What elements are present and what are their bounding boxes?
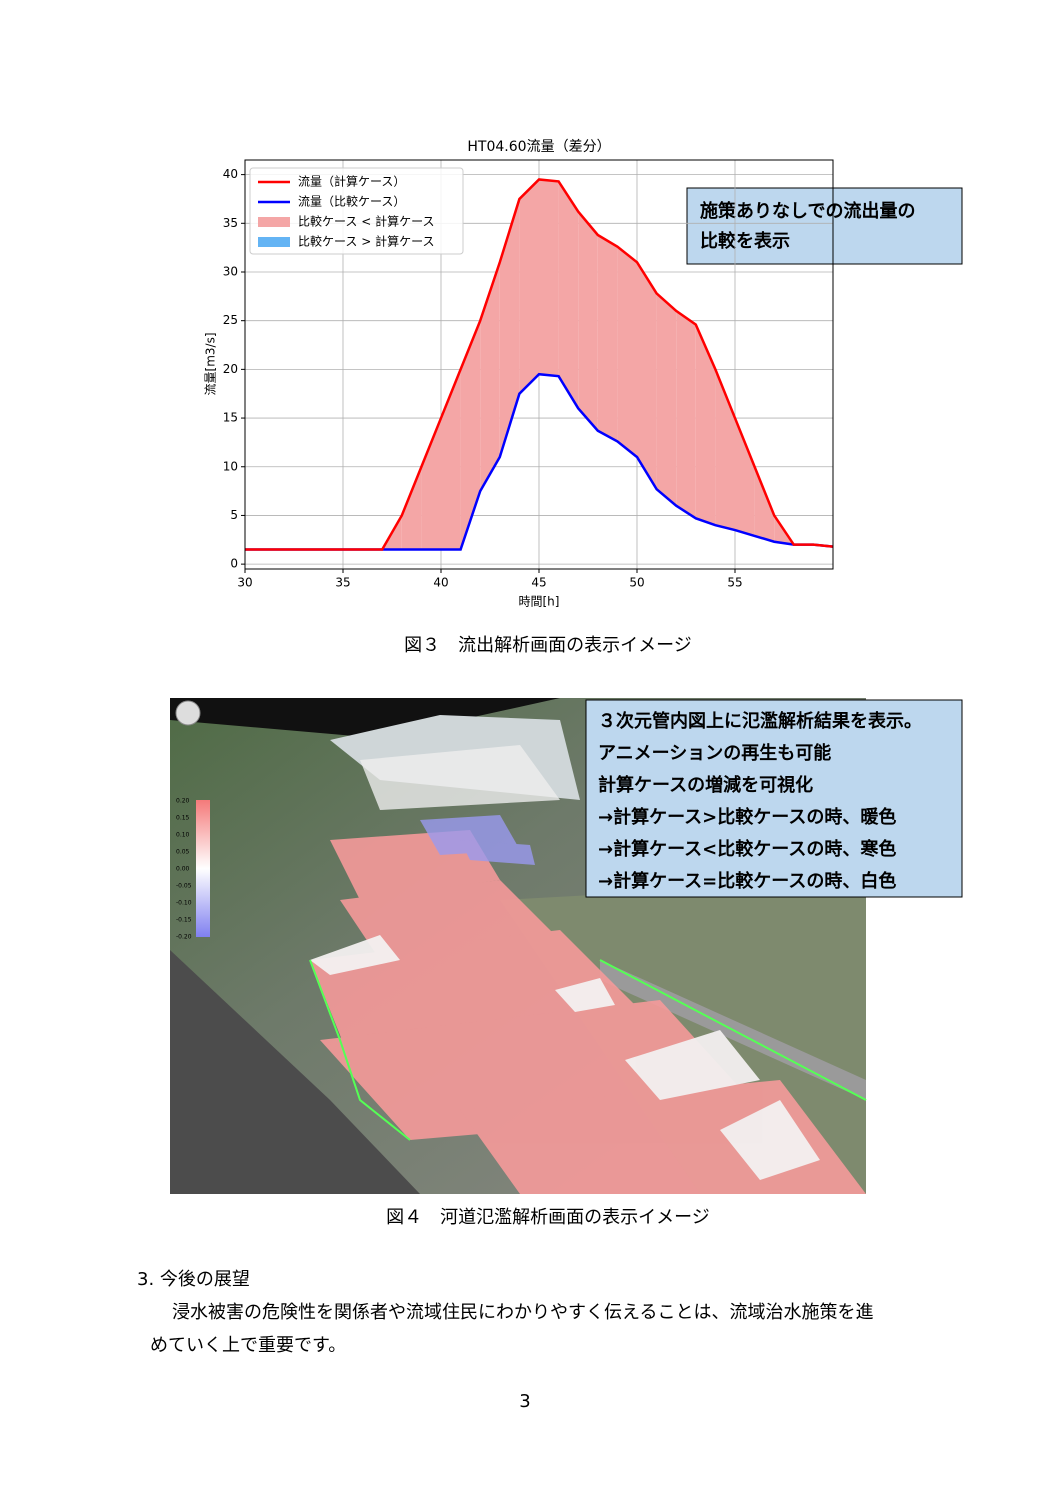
x-tick-label: 40: [433, 576, 448, 590]
x-tick-label: 50: [629, 576, 644, 590]
y-tick-label: 0: [230, 557, 238, 571]
legend-label: 比較ケース < 計算ケース: [298, 214, 435, 229]
callout-text: →計算ケース<比較ケースの時、寒色: [598, 838, 896, 860]
legend-box: [249, 167, 464, 255]
difference-fill: [656, 293, 677, 506]
difference-fill: [735, 418, 755, 536]
difference-fill: [715, 369, 735, 531]
x-tick-label: 30: [237, 576, 252, 590]
section-heading: 3. 今後の展望: [137, 1269, 250, 1290]
colorbar-label: -0.20: [176, 934, 192, 941]
difference-fill: [480, 262, 500, 492]
paragraph-line: 浸水被害の危険性を関係者や流域住民にわかりやすく伝えることは、流域治水施策を進: [172, 1302, 873, 1323]
callout-box: [585, 699, 963, 898]
figure-caption: 図４ 河道氾濫解析画面の表示イメージ: [386, 1207, 710, 1228]
legend-label: 流量（比較ケース）: [298, 194, 405, 209]
paragraph-line: めていく上で重要です。: [150, 1335, 346, 1356]
difference-fill: [695, 324, 716, 526]
legend-swatch: [258, 217, 290, 227]
plot-frame: [244, 159, 834, 570]
colorbar-label: -0.10: [176, 900, 192, 907]
callout-text: →計算ケース>比較ケースの時、暖色: [598, 806, 896, 828]
difference-fill: [676, 310, 696, 519]
legend-label: 流量（計算ケース）: [298, 174, 405, 189]
y-tick-label: 10: [223, 459, 238, 473]
callout-text: ３次元管内図上に氾濫解析結果を表示。: [598, 710, 922, 732]
difference-fill: [539, 179, 559, 377]
callout-text: アニメーションの再生も可能: [598, 742, 831, 764]
difference-fill: [499, 198, 520, 458]
y-axis-label: 流量[m3/s]: [204, 333, 218, 396]
difference-fill: [401, 466, 422, 550]
x-tick-label: 55: [727, 576, 742, 590]
legend-label: 比較ケース > 計算ケース: [298, 234, 435, 249]
x-tick-label: 45: [531, 576, 546, 590]
difference-fill: [754, 466, 775, 542]
difference-fill: [460, 320, 481, 550]
colorbar-label: 0.15: [176, 815, 190, 822]
colorbar-label: 0.00: [176, 866, 190, 873]
x-axis-label: 時間[h]: [519, 595, 560, 609]
y-tick-label: 5: [230, 508, 238, 522]
difference-fill: [421, 418, 441, 550]
colorbar-label: -0.15: [176, 917, 192, 924]
y-tick-label: 30: [223, 264, 238, 278]
difference-fill: [578, 211, 598, 431]
y-tick-label: 20: [223, 362, 238, 376]
callout-box: [686, 187, 963, 265]
page-number: 3: [519, 1391, 530, 1412]
colorbar-label: 0.10: [176, 832, 190, 839]
callout-text: 施策ありなしでの流出量の: [700, 200, 915, 222]
difference-fill: [519, 179, 539, 394]
callout-text: 計算ケースの増減を可視化: [598, 774, 813, 796]
y-tick-label: 35: [223, 216, 238, 230]
figure-caption: 図３ 流出解析画面の表示イメージ: [404, 635, 692, 656]
colorbar-label: 0.05: [176, 849, 190, 856]
difference-fill: [441, 369, 461, 550]
difference-fill: [597, 234, 618, 442]
y-tick-label: 25: [223, 313, 238, 327]
colorbar-label: 0.20: [176, 798, 190, 805]
x-tick-label: 35: [335, 576, 350, 590]
y-tick-label: 40: [223, 167, 238, 181]
colorbar-label: -0.05: [176, 883, 192, 890]
y-tick-label: 15: [223, 411, 238, 425]
callout-text: 比較を表示: [700, 230, 790, 252]
callout-text: →計算ケース=比較ケースの時、白色: [598, 870, 896, 892]
difference-fill: [617, 246, 637, 458]
chart-title: HT04.60流量（差分）: [467, 139, 610, 155]
series-line: [245, 178, 834, 551]
difference-fill: [637, 262, 657, 490]
legend-swatch: [258, 237, 290, 247]
difference-fill: [558, 181, 579, 409]
